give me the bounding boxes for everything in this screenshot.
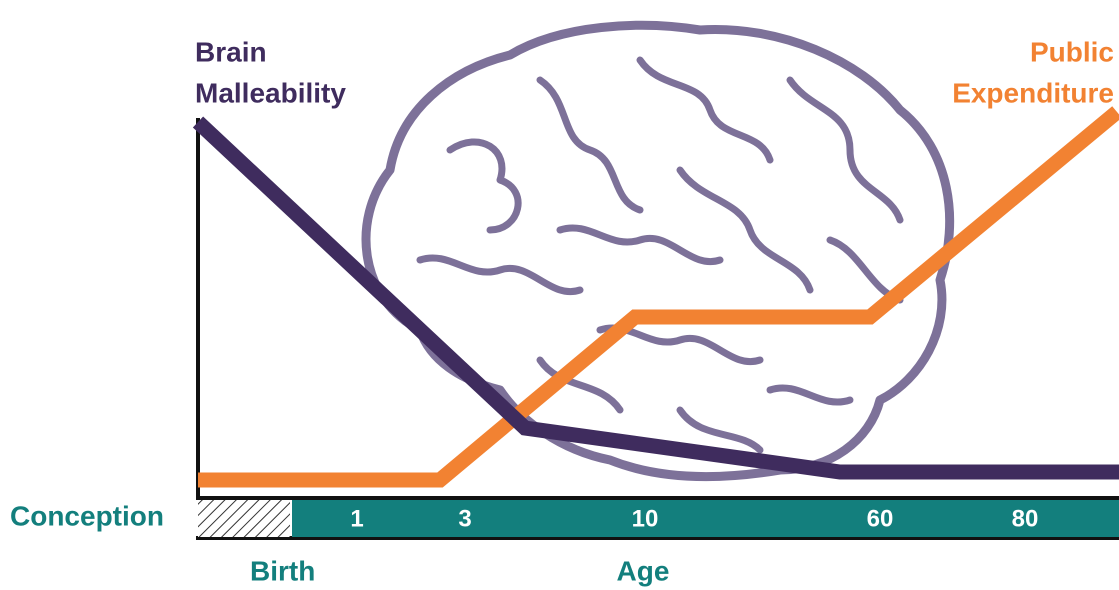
left-label-line: Brain xyxy=(195,36,267,67)
diagram: Brain Malleability Public Expenditure Co… xyxy=(0,0,1119,590)
birth-label: Birth xyxy=(250,555,315,586)
age-tick-label: 1 xyxy=(350,505,363,532)
prenatal-segment xyxy=(198,500,290,537)
right-label-line: Public xyxy=(1030,36,1114,67)
age-tick-label: 3 xyxy=(458,505,471,532)
right-label-line: Expenditure xyxy=(952,77,1114,108)
age-tick-label: 60 xyxy=(867,505,894,532)
conception-label: Conception xyxy=(10,500,164,531)
age-bar xyxy=(292,500,1119,537)
left-label-line: Malleability xyxy=(195,77,346,108)
age-tick-label: 80 xyxy=(1012,505,1039,532)
age-axis-label: Age xyxy=(617,555,670,586)
age-tick-label: 10 xyxy=(632,505,659,532)
brain xyxy=(366,25,950,476)
